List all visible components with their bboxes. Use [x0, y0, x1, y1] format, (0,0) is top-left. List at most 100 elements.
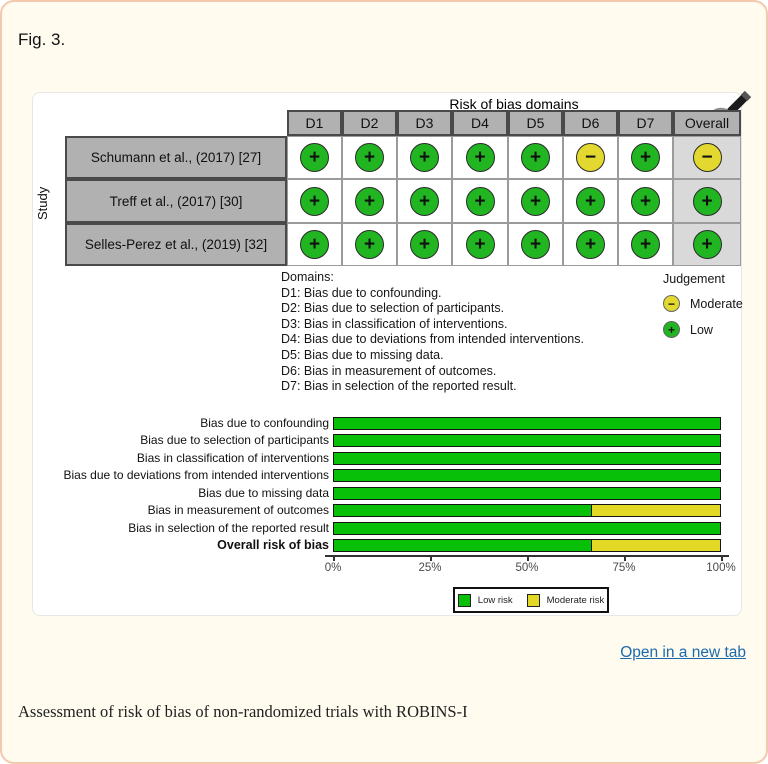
study-axis-label: Study — [35, 186, 50, 220]
study-row-label: Treff et al., (2017) [30] — [65, 179, 287, 223]
judgement-circle-low: + — [692, 230, 722, 259]
axis-tick-label: 50% — [515, 562, 539, 574]
axis-tick — [333, 555, 335, 561]
domains-heading: Domains: — [281, 270, 334, 284]
judgement-cell: + — [508, 223, 563, 266]
traffic-light-title: Risk of bias domains — [449, 96, 579, 112]
judgement-circle-low: + — [631, 143, 660, 172]
column-header-d3: D3 — [397, 110, 452, 136]
legend-swatch-moderate — [526, 593, 540, 607]
judgement-cell: + — [342, 136, 397, 179]
column-header-d2: D2 — [342, 110, 397, 136]
judgement-circle-moderate: − — [576, 143, 605, 172]
domains-legend: Domains: D1: Bias due to confounding. D2:… — [281, 270, 584, 395]
judgement-legend-item: − Moderate — [663, 295, 743, 312]
judgement-cell: + — [397, 223, 452, 266]
domain-item: D5: Bias due to missing data. — [281, 347, 444, 362]
study-row-label: Selles-Perez et al., (2019) [32] — [65, 223, 287, 266]
judgement-cell: + — [618, 223, 673, 266]
bar-category-label: Bias due to deviations from intended int… — [63, 468, 330, 482]
bar-category-label: Bias due to selection of participants — [140, 433, 329, 447]
judgement-legend-item: + Low — [663, 321, 743, 338]
axis-tick-label: 0% — [324, 562, 342, 574]
column-header-overall: Overall — [673, 110, 741, 136]
judgement-circle-low: + — [355, 230, 384, 259]
judgement-cell: + — [673, 179, 741, 223]
judgement-cell: + — [342, 179, 397, 223]
axis-tick — [430, 555, 432, 561]
judgement-circle-low: + — [521, 230, 550, 259]
column-header-d5: D5 — [508, 110, 563, 136]
judgement-cell: + — [673, 223, 741, 266]
judgement-cell: + — [618, 179, 673, 223]
bar-category-label: Bias in selection of the reported result — [128, 521, 329, 535]
bar-category-label: Bias in measurement of outcomes — [147, 503, 329, 517]
bar-segment-low — [334, 488, 720, 499]
judgement-circle-low: + — [355, 143, 384, 172]
risk-bar — [333, 434, 721, 447]
domain-item: D4: Bias due to deviations from intended… — [281, 332, 584, 347]
risk-bar — [333, 469, 721, 482]
figure-label: Fig. 3. — [18, 30, 66, 49]
judgement-cell: + — [287, 179, 342, 223]
legend-label: Moderate risk — [546, 594, 605, 606]
column-header-d6: D6 — [563, 110, 618, 136]
bar-category-label: Bias in classification of interventions — [136, 451, 329, 465]
judgement-legend: Judgement − Moderate + Low — [663, 272, 743, 338]
bar-segment-low — [334, 453, 720, 464]
judgement-circle-low: + — [631, 230, 660, 259]
risk-bar — [333, 452, 721, 465]
axis-tick — [721, 555, 723, 561]
judgement-circle-low: + — [521, 143, 550, 172]
chart-legend: Low risk Moderate risk — [453, 587, 609, 613]
figure-caption: Assessment of risk of bias of non-random… — [18, 702, 468, 721]
judgement-circle-moderate: − — [692, 143, 722, 172]
bar-category-label: Overall risk of bias — [217, 538, 329, 552]
bar-segment-low — [334, 505, 592, 516]
axis-tick-label: 100% — [706, 562, 736, 574]
judgement-heading: Judgement — [663, 272, 725, 286]
judgement-circle-low: + — [300, 143, 329, 172]
judgement-cell: + — [287, 223, 342, 266]
column-header-d4: D4 — [452, 110, 508, 136]
judgement-circle-low: + — [300, 186, 329, 216]
judgement-cell: + — [342, 223, 397, 266]
legend-item: Low risk — [457, 593, 513, 607]
judgement-circle-low: + — [692, 186, 722, 216]
bar-segment-low — [334, 540, 592, 551]
domain-item: D6: Bias in measurement of outcomes. — [281, 363, 497, 378]
bar-segment-moderate — [591, 540, 720, 551]
judgement-circle-low: + — [576, 186, 605, 216]
domain-item: D1: Bias due to confounding. — [281, 285, 442, 300]
judgement-cell: + — [397, 179, 452, 223]
open-in-new-tab-link[interactable]: Open in a new tab — [620, 644, 746, 661]
judgement-cell: − — [673, 136, 741, 179]
judgement-cell: + — [618, 136, 673, 179]
judgement-cell: − — [563, 136, 618, 179]
risk-bar — [333, 522, 721, 535]
axis-tick — [527, 555, 529, 561]
judgement-circle-low: + — [465, 186, 495, 216]
bar-segment-low — [334, 435, 720, 446]
judgement-circle-low: + — [410, 143, 439, 172]
axis-tick-label: 75% — [612, 562, 636, 574]
judgement-cell: + — [397, 136, 452, 179]
judgement-circle-low: + — [576, 230, 605, 259]
bar-category-label: Bias due to missing data — [198, 486, 329, 500]
judgement-circle-low: + — [410, 230, 439, 259]
axis-tick — [624, 555, 626, 561]
judgement-cell: + — [563, 179, 618, 223]
judgement-legend-label: Moderate — [690, 296, 743, 311]
bar-category-label: Bias due to confounding — [200, 416, 329, 430]
risk-bar — [333, 504, 721, 517]
domain-item: D3: Bias in classification of interventi… — [281, 316, 508, 331]
judgement-circle-low: + — [465, 230, 495, 259]
bar-segment-low — [334, 523, 720, 534]
judgement-legend-label: Low — [690, 322, 713, 337]
figure-panel[interactable]: Risk of bias domains Study Domains: D1: … — [32, 91, 752, 616]
judgement-legend-circle-low: + — [663, 321, 680, 338]
judgement-cell: + — [508, 136, 563, 179]
bar-segment-low — [334, 470, 720, 481]
legend-item: Moderate risk — [526, 593, 605, 607]
